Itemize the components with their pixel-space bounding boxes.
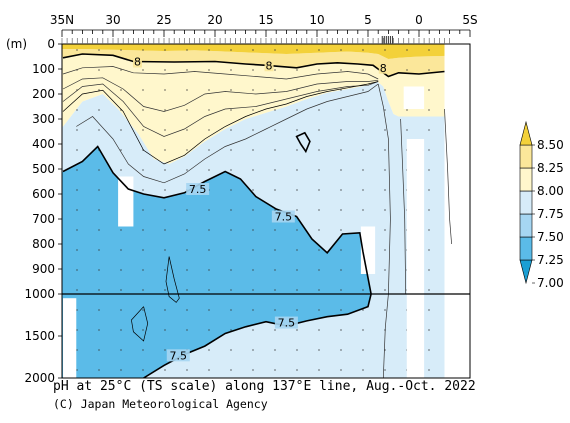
- y-tick-label: 200: [32, 87, 55, 101]
- y-tick-label: 700: [32, 212, 55, 226]
- x-tick-label: 25: [156, 13, 171, 27]
- colorbar-swatch: [519, 144, 533, 169]
- contour-label: 8: [380, 62, 387, 75]
- y-tick-label: 300: [32, 112, 55, 126]
- contour-label-bg: [274, 316, 298, 329]
- contour-lines: [62, 53, 452, 378]
- gap-0n: [406, 139, 425, 378]
- isoline-7-0: [131, 306, 149, 342]
- colorbar-label: 7.50: [537, 230, 564, 244]
- chart-credit: (C) Japan Meteorological Agency: [53, 397, 268, 411]
- plot-area: 8 8 8 7.5 7.5 7.5 7.5: [62, 44, 470, 378]
- colorbar-label: 8.50: [537, 138, 564, 152]
- contour-label: 7.5: [189, 183, 207, 196]
- gap-29n: [118, 176, 134, 227]
- y-tick-label: 800: [32, 237, 55, 251]
- y-axis: 0 100 200 300 400 500 600 700 800 900 1000 1500 2000: [24, 37, 62, 385]
- colorbar-swatch: [519, 190, 533, 215]
- y-tick-label: 0: [47, 37, 55, 51]
- x-tick-label: 20: [207, 13, 222, 27]
- thin-contour-line: [62, 77, 379, 112]
- gap-35n: [63, 298, 77, 378]
- chart-title: pH at 25°C (TS scale) along 137°E line, …: [53, 379, 476, 394]
- contour-label-bg: [186, 183, 210, 195]
- gap-south: [444, 44, 470, 378]
- colorbar-label: 7.75: [537, 207, 564, 221]
- y-axis-unit: (m): [6, 37, 27, 51]
- x-tick-label: 5: [364, 13, 372, 27]
- thin-contour-line: [444, 108, 452, 245]
- contour-label: 8: [134, 56, 141, 69]
- thin-contour-line: [400, 118, 407, 295]
- x-tick-label: 30: [105, 13, 120, 27]
- colorbar-label: 8.00: [537, 184, 564, 198]
- contour-label: 7.5: [170, 349, 188, 362]
- y-tick-label: 2000: [24, 371, 55, 385]
- contour-label-bg: [271, 210, 295, 223]
- x-tick-label: 35N: [50, 13, 74, 27]
- y-tick-label: 500: [32, 162, 55, 176]
- isoline-8-0: [62, 53, 445, 78]
- y-tick-label: 100: [32, 62, 55, 76]
- thin-contour-line: [76, 83, 379, 184]
- x-tick-label: 10: [309, 13, 324, 27]
- contour-label-bg: [264, 59, 274, 72]
- thin-contour-line: [62, 66, 379, 80]
- isoline-7-5: [295, 131, 311, 154]
- y-tick-label: 1500: [24, 329, 55, 343]
- gap-1n-shallow: [403, 86, 425, 109]
- colorbar-label: 8.25: [537, 161, 564, 175]
- contour-label: 7.5: [275, 211, 293, 224]
- x-tick-label: 15: [258, 13, 273, 27]
- y-tick-label: 900: [32, 262, 55, 276]
- contour-label: 8: [266, 59, 273, 72]
- colorbar-swatch: [519, 120, 533, 146]
- contour-label-bg: [132, 55, 142, 68]
- colorbar-label: 7.00: [537, 276, 564, 290]
- colorbar-swatch: [519, 167, 533, 192]
- contour-label-bg: [378, 61, 388, 74]
- colorbar: 7.00 7.25 7.50 7.75 8.00 8.25 8.50: [519, 120, 564, 290]
- data-gaps: [63, 44, 470, 378]
- isoline-7-75: [62, 81, 379, 165]
- contour-label-bg: [166, 349, 190, 362]
- isoline-7-5: [62, 145, 372, 378]
- colorbar-label: 7.25: [537, 253, 564, 267]
- x-axis: 35N 30 25 20 15 10 5 0 5S: [50, 13, 478, 37]
- colorbar-swatch: [519, 213, 533, 238]
- contour-label: 7.5: [278, 317, 296, 330]
- y-tick-label: 400: [32, 137, 55, 151]
- y-tick-label: 1000: [24, 287, 55, 301]
- thin-contour-line: [62, 81, 379, 137]
- x-tick-label: 5S: [462, 13, 477, 27]
- isoline-7-0: [165, 256, 180, 303]
- x-tick-label: 0: [415, 13, 423, 27]
- contour-labels: 8 8 8 7.5 7.5 7.5 7.5: [132, 55, 388, 362]
- colorbar-swatch: [519, 236, 533, 261]
- colorbar-swatch: [519, 259, 533, 285]
- y-tick-label: 600: [32, 187, 55, 201]
- station-marks: [61, 36, 450, 44]
- thin-contour-line: [377, 83, 391, 378]
